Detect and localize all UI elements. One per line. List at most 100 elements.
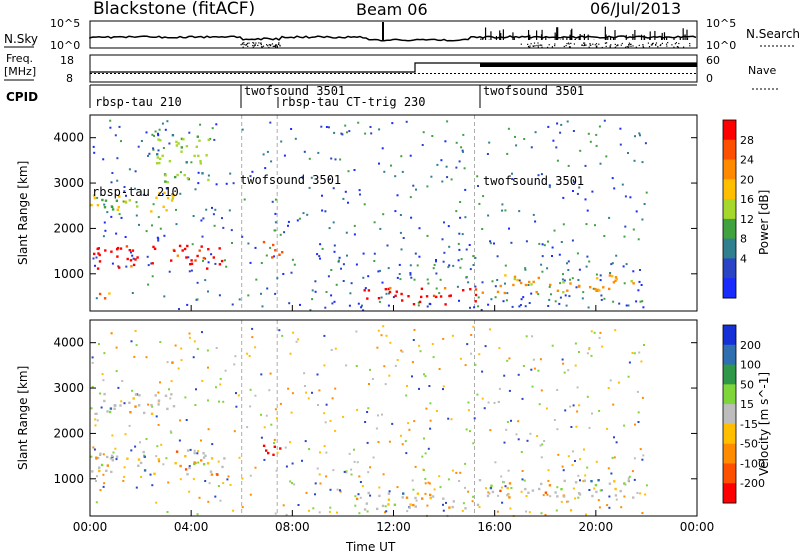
- echo-cell: [138, 394, 141, 397]
- echo-cell: [498, 347, 501, 350]
- echo-cell: [465, 248, 468, 251]
- echo-cell: [502, 481, 506, 484]
- echo-cell: [383, 365, 386, 368]
- echo-cell: [600, 294, 603, 297]
- echo-cell: [366, 297, 369, 300]
- echo-cell: [633, 352, 636, 355]
- echo-cell: [435, 295, 438, 299]
- echo-cell: [530, 292, 533, 295]
- echo-cell: [342, 197, 345, 200]
- echo-cell: [103, 297, 107, 300]
- echo-cell: [519, 304, 522, 306]
- echo-cell: [206, 349, 209, 352]
- echo-cell: [311, 391, 313, 394]
- echo-cell: [506, 421, 509, 423]
- echo-cell: [102, 158, 105, 161]
- power-panel-frame: [89, 114, 698, 312]
- echo-cell: [556, 122, 559, 125]
- echo-cell: [188, 270, 191, 273]
- echo-cell: [169, 397, 172, 400]
- echo-cell: [133, 355, 136, 358]
- echo-cell: [537, 276, 540, 280]
- echo-cell: [574, 460, 576, 462]
- echo-cell: [197, 461, 200, 464]
- nsearch-dot: [655, 44, 657, 46]
- echo-cell: [409, 503, 412, 506]
- echo-cell: [399, 214, 402, 216]
- echo-cell: [185, 419, 188, 421]
- echo-cell: [464, 364, 467, 367]
- echo-cell: [95, 256, 98, 259]
- power-cpid-annotation-1: twofsound 3501: [240, 173, 341, 187]
- echo-cell: [267, 451, 270, 455]
- echo-cell: [540, 482, 543, 486]
- echo-cell: [438, 368, 441, 370]
- echo-cell: [90, 203, 93, 207]
- echo-cell: [350, 468, 353, 471]
- echo-cell: [595, 460, 598, 463]
- echo-cell: [241, 128, 244, 131]
- echo-cell: [175, 450, 179, 453]
- nsearch-dot: [665, 43, 668, 45]
- echo-cell: [273, 445, 276, 448]
- echo-cell: [370, 132, 373, 135]
- echo-cell: [373, 252, 376, 255]
- echo-cell: [131, 254, 134, 257]
- echo-cell: [269, 246, 272, 249]
- echo-cell: [520, 451, 523, 453]
- echo-cell: [601, 345, 604, 348]
- echo-cell: [514, 135, 516, 138]
- nsearch-dot: [278, 43, 280, 45]
- echo-cell: [143, 455, 146, 458]
- echo-cell: [579, 479, 581, 482]
- x-tick-label: 00:00: [73, 520, 108, 534]
- echo-cell: [399, 278, 402, 281]
- echo-cell: [153, 247, 157, 250]
- echo-cell: [501, 209, 504, 212]
- echo-cell: [376, 507, 379, 511]
- echo-cell: [556, 159, 559, 162]
- echo-cell: [606, 504, 609, 507]
- echo-cell: [478, 479, 482, 482]
- echo-cell: [251, 170, 254, 173]
- velocity-heatmap: [90, 320, 648, 517]
- echo-cell: [589, 286, 592, 289]
- echo-cell: [517, 438, 520, 441]
- x-tick-label: 20:00: [579, 520, 614, 534]
- echo-cell: [175, 223, 178, 226]
- echo-cell: [162, 463, 165, 466]
- echo-cell: [197, 450, 200, 453]
- echo-cell: [199, 160, 202, 163]
- echo-cell: [335, 283, 338, 286]
- echo-cell: [170, 199, 174, 202]
- echo-cell: [188, 336, 191, 339]
- echo-cell: [501, 203, 504, 206]
- nsearch-dot: [614, 46, 616, 48]
- echo-cell: [415, 499, 418, 502]
- nsearch-dot: [648, 46, 651, 48]
- echo-cell: [249, 405, 252, 408]
- echo-cell: [364, 132, 367, 135]
- nsearch-dot: [530, 43, 532, 45]
- echo-cell: [201, 331, 203, 334]
- echo-cell: [350, 282, 353, 285]
- echo-cell: [235, 405, 238, 408]
- beam-title: Beam 06: [356, 0, 428, 19]
- nsearch-dot: [570, 42, 572, 44]
- echo-cell: [319, 243, 322, 246]
- echo-cell: [366, 411, 369, 413]
- colorbar-tick-label: -200: [740, 477, 765, 490]
- echo-cell: [448, 506, 451, 509]
- nsearch-dot: [528, 46, 530, 49]
- echo-cell: [329, 419, 332, 422]
- echo-cell: [496, 510, 499, 513]
- echo-cell: [358, 189, 361, 192]
- echo-cell: [459, 216, 462, 219]
- echo-cell: [112, 451, 115, 454]
- echo-cell: [595, 490, 598, 494]
- echo-cell: [609, 379, 612, 382]
- echo-cell: [641, 300, 644, 303]
- echo-cell: [254, 346, 257, 349]
- echo-cell: [518, 305, 521, 308]
- echo-cell: [222, 482, 225, 485]
